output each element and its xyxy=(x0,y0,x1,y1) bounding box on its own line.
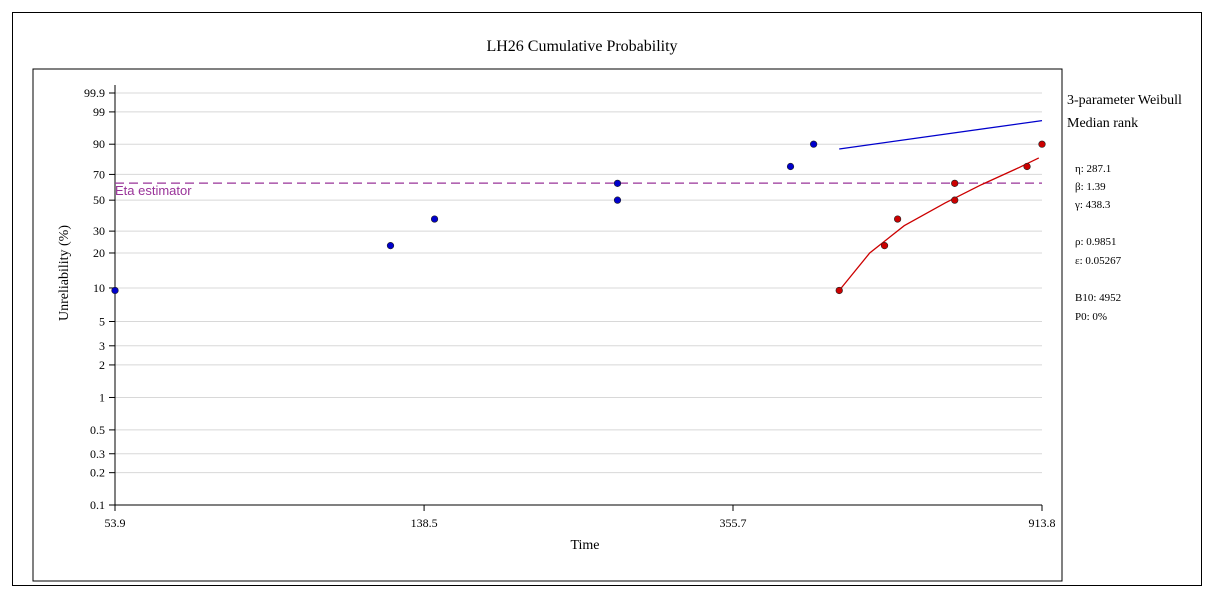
data-point xyxy=(835,286,843,295)
y-tick-label: 50 xyxy=(93,193,105,207)
data-point xyxy=(951,196,959,204)
eta-estimator-label: Eta estimator xyxy=(115,183,192,198)
param-p0: P0: 0% xyxy=(1075,311,1108,323)
legend-model: 3-parameter Weibull xyxy=(1067,93,1182,108)
y-tick-label: 70 xyxy=(93,167,105,181)
y-tick-label: 0.5 xyxy=(90,423,105,437)
data-point xyxy=(951,179,959,187)
plot-area xyxy=(32,68,1063,582)
param-epsilon: ε: 0.05267 xyxy=(1075,255,1122,267)
y-tick-label: 1 xyxy=(99,390,105,404)
data-point xyxy=(880,242,889,250)
param-b10: B10: 4952 xyxy=(1075,292,1122,304)
data-point xyxy=(1023,162,1031,171)
x-axis-label: Time xyxy=(570,538,599,553)
y-tick-label: 30 xyxy=(93,224,105,238)
data-point xyxy=(430,215,439,223)
data-point xyxy=(1038,140,1046,148)
y-tick-label: 20 xyxy=(93,246,105,260)
param-beta: β: 1.39 xyxy=(1075,181,1106,193)
data-point xyxy=(386,242,395,250)
y-tick-label: 99.9 xyxy=(84,86,105,100)
chart-title: LH26 Cumulative Probability xyxy=(486,38,677,55)
x-tick-label: 53.9 xyxy=(105,516,126,530)
y-axis-label: Unreliability (%) xyxy=(57,225,72,321)
x-tick-label: 138.5 xyxy=(411,516,438,530)
data-point xyxy=(786,162,795,171)
data-point xyxy=(111,286,119,295)
x-tick-label: 913.8 xyxy=(1029,516,1056,530)
x-tick-label: 355.7 xyxy=(719,516,746,530)
data-point xyxy=(894,215,902,223)
fit-curve xyxy=(838,157,1040,291)
legend-rank-method: Median rank xyxy=(1067,116,1139,131)
param-rho: ρ: 0.9851 xyxy=(1075,236,1117,248)
data-point xyxy=(810,140,818,148)
y-tick-label: 99 xyxy=(93,105,105,119)
fit-curve xyxy=(839,119,1043,150)
y-tick-label: 10 xyxy=(93,281,105,295)
data-point xyxy=(613,179,622,187)
probability-chart: LH26 Cumulative Probability 0.1 0.2 0.3 0.5 1… xyxy=(32,38,1063,582)
y-tick-label: 5 xyxy=(99,315,105,329)
y-tick-label: 0.1 xyxy=(90,498,105,512)
y-tick-label: 0.3 xyxy=(90,447,105,461)
y-tick-label: 0.2 xyxy=(90,466,105,480)
y-tick-label: 3 xyxy=(99,339,105,353)
y-tick-label: 90 xyxy=(93,137,105,151)
param-gamma: γ: 438.3 xyxy=(1075,199,1111,211)
chart-frame: LH26 Cumulative Probability 0.1 0.2 0.3 0.5 1… xyxy=(12,12,1202,586)
param-eta: η: 287.1 xyxy=(1075,163,1112,175)
data-point xyxy=(613,196,622,204)
y-tick-label: 2 xyxy=(99,358,105,372)
